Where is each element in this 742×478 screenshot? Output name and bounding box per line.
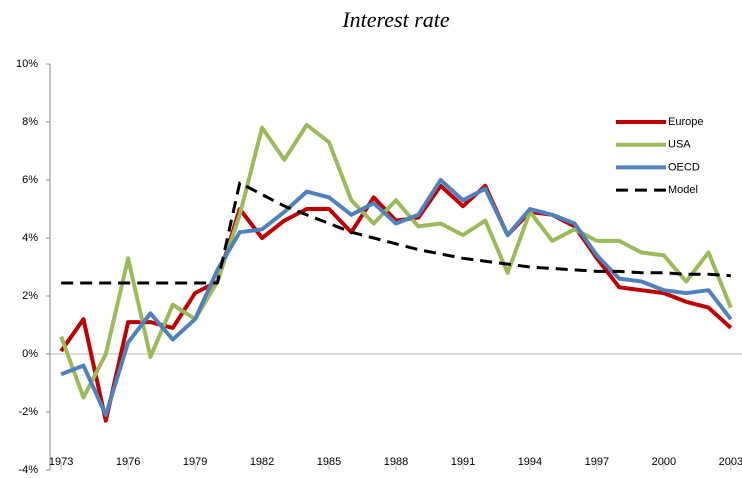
legend-label: USA [668, 139, 691, 151]
x-tick-label: 1973 [49, 456, 73, 468]
x-tick-label: 1982 [250, 456, 274, 468]
x-tick-label: 2003 [719, 456, 742, 468]
x-tick-label: 1997 [585, 456, 609, 468]
y-tick-label: 0% [22, 348, 38, 360]
y-tick-label: 10% [16, 58, 38, 70]
series-line [60, 178, 733, 417]
y-tick-label: 6% [22, 174, 38, 186]
y-tick-label: 8% [22, 116, 38, 128]
series-line [59, 122, 733, 400]
x-tick-label: 1979 [183, 456, 207, 468]
y-tick-label: -2% [18, 406, 38, 418]
y-tick-label: 4% [22, 232, 38, 244]
legend-label: OECD [668, 161, 700, 173]
x-tick-label: 1991 [451, 456, 475, 468]
series-line [59, 183, 733, 423]
chart-title: Interest rate [341, 7, 450, 32]
legend-label: Model [668, 184, 698, 196]
legend-label: Europe [668, 116, 703, 128]
x-tick-label: 1994 [518, 456, 542, 468]
x-tick-label: 1985 [317, 456, 341, 468]
y-tick-label: -4% [18, 464, 38, 476]
x-tick-label: 1976 [116, 456, 140, 468]
series-line [61, 181, 731, 285]
y-tick-label: 2% [22, 290, 38, 302]
x-tick-label: 1988 [384, 456, 408, 468]
x-tick-label: 2000 [652, 456, 676, 468]
